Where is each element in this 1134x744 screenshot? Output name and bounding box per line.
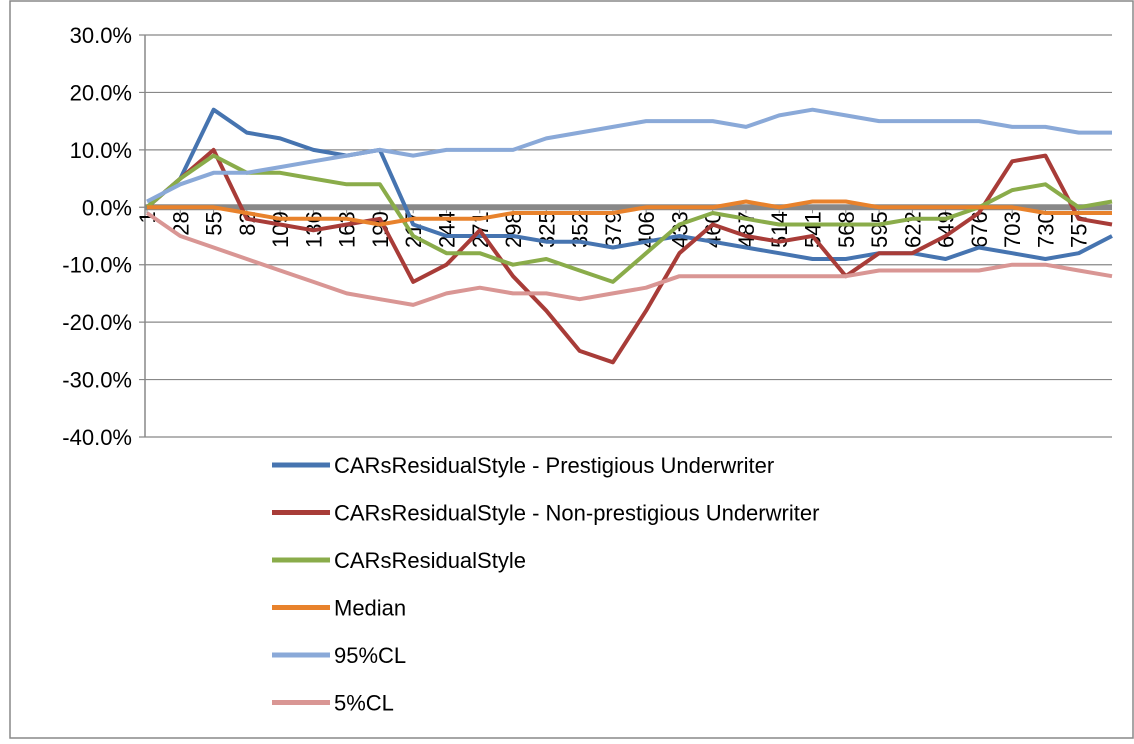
x-tick-label: 730 <box>1033 211 1058 248</box>
x-tick-label: 1 <box>135 211 160 223</box>
series-line <box>145 211 1113 307</box>
legend-label: CARsResidualStyle <box>334 548 526 573</box>
x-tick-label: 595 <box>867 211 892 248</box>
y-tick-label: 0.0% <box>82 195 132 220</box>
x-tick-label: 541 <box>801 211 826 248</box>
x-tick-label: 622 <box>900 211 925 248</box>
x-tick-label: 298 <box>501 211 526 248</box>
y-tick-label: -20.0% <box>62 310 132 335</box>
x-tick-label: 703 <box>1000 211 1025 248</box>
x-tick-label: 55 <box>202 211 227 235</box>
legend-label: 5%CL <box>334 691 394 716</box>
legend-label: CARsResidualStyle - Non-prestigious Unde… <box>334 501 819 526</box>
series-line <box>145 153 1113 284</box>
legend-label: 95%CL <box>334 643 406 668</box>
x-tick-label: 244 <box>434 211 459 248</box>
y-tick-label: -10.0% <box>62 253 132 278</box>
y-tick-label: 30.0% <box>70 23 132 48</box>
x-tick-label: 379 <box>601 211 626 248</box>
y-tick-label: -30.0% <box>62 368 132 393</box>
y-tick-label: 10.0% <box>70 138 132 163</box>
legend-label: Median <box>334 596 406 621</box>
series-line <box>145 147 1113 365</box>
y-tick-label: 20.0% <box>70 80 132 105</box>
series-line <box>146 107 1112 204</box>
chart-border <box>9 0 1134 739</box>
series-line <box>147 199 1112 227</box>
legend-label: CARsResidualStyle - Prestigious Underwri… <box>334 453 774 478</box>
x-tick-label: 163 <box>335 211 360 248</box>
series-line <box>145 107 1113 261</box>
x-tick-label: 190 <box>368 211 393 248</box>
x-tick-label: 568 <box>834 211 859 248</box>
y-tick-label: -40.0% <box>62 425 132 450</box>
